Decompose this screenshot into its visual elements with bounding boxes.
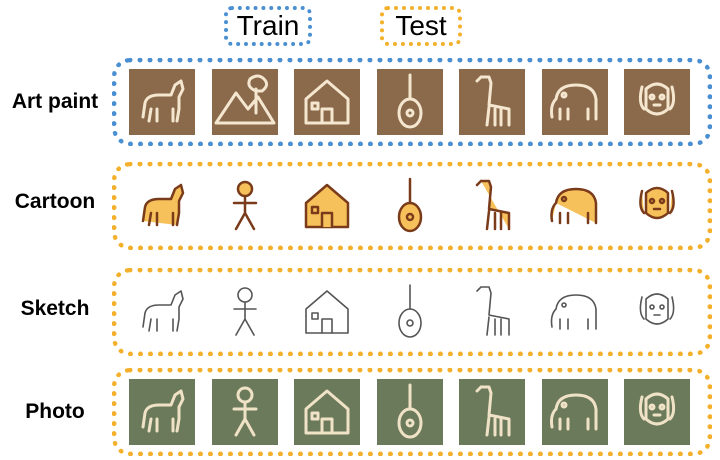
horse-icon bbox=[129, 279, 195, 345]
person-icon bbox=[211, 279, 278, 345]
giraffe-icon bbox=[459, 379, 525, 445]
row-cartoon bbox=[112, 162, 712, 250]
row-label-art-paint: Art paint bbox=[11, 90, 99, 113]
dog-icon bbox=[624, 279, 690, 345]
guitar-icon bbox=[376, 279, 443, 345]
legend-test: Test bbox=[380, 6, 462, 46]
mountain-tree-icon bbox=[211, 69, 278, 135]
house-icon bbox=[294, 69, 360, 135]
elephant-icon bbox=[541, 69, 608, 135]
horse-icon bbox=[129, 69, 195, 135]
legend-test-label: Test bbox=[395, 10, 447, 41]
house-icon bbox=[294, 379, 360, 445]
dog-icon bbox=[624, 69, 690, 135]
giraffe-icon bbox=[459, 279, 525, 345]
horse-icon bbox=[129, 173, 195, 239]
legend-train-label: Train bbox=[236, 10, 300, 41]
dog-icon bbox=[624, 173, 690, 239]
house-icon bbox=[294, 279, 360, 345]
person-icon bbox=[211, 173, 278, 239]
row-sketch bbox=[112, 268, 712, 356]
giraffe-icon bbox=[459, 173, 525, 239]
row-label-photo: Photo bbox=[25, 400, 85, 423]
guitar-icon bbox=[376, 379, 443, 445]
person-icon bbox=[211, 379, 278, 445]
giraffe-icon bbox=[459, 69, 525, 135]
legend-train: Train bbox=[224, 6, 312, 46]
elephant-icon bbox=[541, 173, 608, 239]
row-label-sketch: Sketch bbox=[20, 297, 90, 320]
row-label-cartoon: Cartoon bbox=[14, 190, 96, 213]
horse-icon bbox=[129, 379, 195, 445]
guitar-icon bbox=[376, 69, 443, 135]
row-photo bbox=[112, 368, 712, 456]
dog-icon bbox=[624, 379, 690, 445]
elephant-icon bbox=[541, 279, 608, 345]
row-art-paint bbox=[112, 58, 712, 146]
guitar-icon bbox=[376, 173, 443, 239]
elephant-icon bbox=[541, 379, 608, 445]
house-icon bbox=[294, 173, 360, 239]
